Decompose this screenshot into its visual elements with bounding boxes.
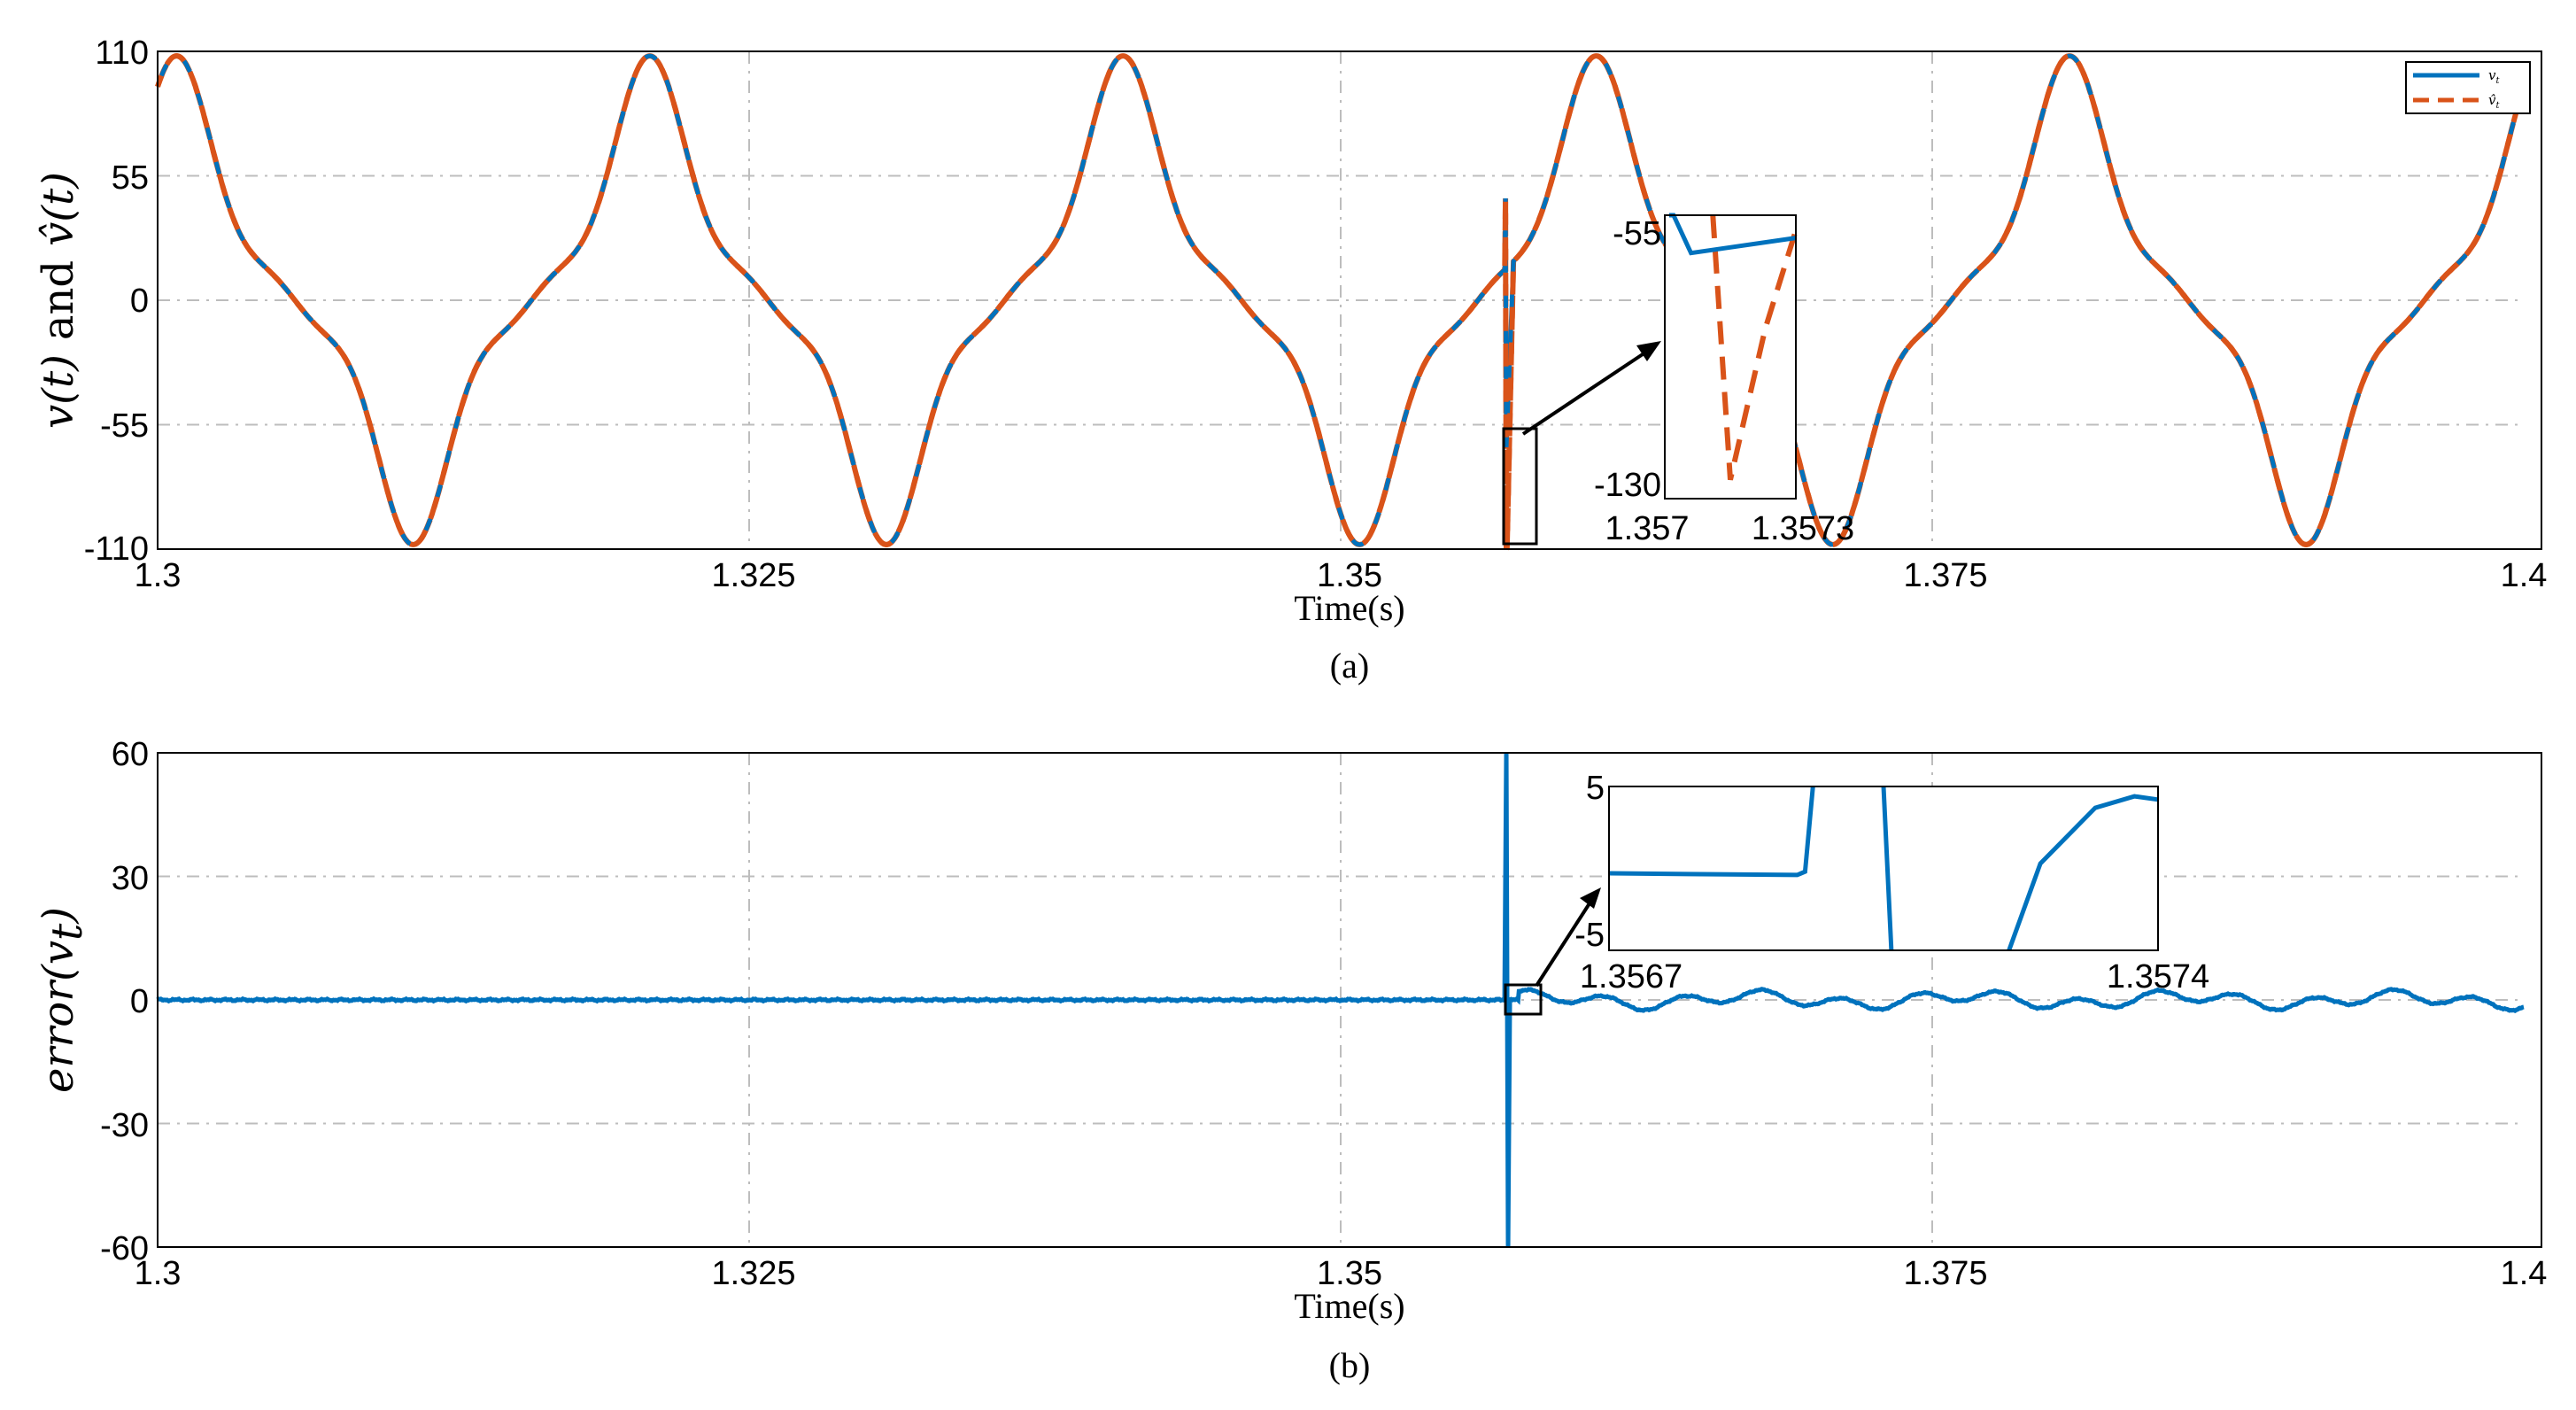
panel-a: 110 55 0 -55 -110 1.3 1.325 1.35 1.375 1… xyxy=(34,35,2547,686)
y-axis-title-v: v(t) xyxy=(34,354,83,429)
ytick-label: 60 xyxy=(112,736,149,773)
zoom-marker-box xyxy=(1502,427,1538,546)
legend: vt v̂t xyxy=(2405,61,2531,114)
x-axis-title: Time(s) xyxy=(1294,588,1404,628)
svg-text:error(vt): error(vt) xyxy=(34,907,92,1093)
panel-a-curves xyxy=(155,53,2526,551)
svg-text:v(t) and v̂(t): v(t) and v̂(t) xyxy=(34,172,83,429)
zoom-arrow-head xyxy=(1580,887,1601,909)
ytick-label: -110 xyxy=(84,531,149,568)
xtick-label: 1.325 xyxy=(711,1255,795,1292)
legend-label-vhat: v̂t xyxy=(2488,92,2500,111)
xtick-label: 1.3 xyxy=(135,1255,182,1292)
inset-b-frame xyxy=(1608,786,2159,951)
x-axis-title: Time(s) xyxy=(1294,1286,1404,1326)
inset-xtick-label: 1.3567 xyxy=(1580,958,1683,996)
inset-series-vhat-line xyxy=(1710,214,1799,481)
panel-b-grid xyxy=(158,753,2524,1247)
inset-series-error-line xyxy=(1608,786,2159,951)
y-axis-title: error(vt) xyxy=(34,907,92,1093)
xtick-label: 1.325 xyxy=(711,557,795,594)
legend-box xyxy=(2405,61,2531,114)
inset-a: -55 -130 1.357 1.3573 xyxy=(1594,213,1854,547)
panel-b: 60 30 0 -30 -60 1.3 1.325 1.35 1.375 1.4… xyxy=(34,736,2547,1385)
inset-ytick-label: -55 xyxy=(1613,215,1661,252)
series-v-line xyxy=(155,53,2526,547)
series-error-line xyxy=(156,752,2525,1248)
inset-xtick-label: 1.357 xyxy=(1605,510,1689,547)
zoom-arrow-head xyxy=(1636,341,1661,361)
inset-ytick-label: -5 xyxy=(1574,917,1605,954)
panel-caption: (a) xyxy=(1330,646,1369,686)
panel-caption: (b) xyxy=(1329,1345,1371,1385)
xtick-label: 1.35 xyxy=(1317,1255,1382,1292)
ytick-label: 0 xyxy=(130,283,149,320)
ytick-label: -60 xyxy=(100,1230,149,1267)
inset-ytick-label: 5 xyxy=(1586,770,1605,807)
ytick-label: -55 xyxy=(100,407,149,445)
inset-xtick-label: 1.3574 xyxy=(2107,958,2209,996)
panel-b-frame xyxy=(157,752,2542,1248)
xtick-label: 1.4 xyxy=(2501,1255,2548,1292)
panel-a-plot-area xyxy=(158,51,2541,549)
xtick-label: 1.3 xyxy=(135,557,182,594)
inset-b: 5 -5 1.3567 1.3574 xyxy=(1574,770,2209,996)
ytick-label: 0 xyxy=(130,983,149,1020)
inset-xtick-label: 1.3573 xyxy=(1752,510,1854,547)
y-axis-title-and: and xyxy=(34,260,83,340)
y-axis-title: v(t) and v̂(t) xyxy=(34,172,83,429)
inset-ytick-label: -130 xyxy=(1594,467,1661,504)
panel-a-frame xyxy=(157,50,2542,550)
zoom-arrow xyxy=(1535,902,1591,988)
xtick-label: 1.375 xyxy=(1903,1255,1987,1292)
ytick-label: 30 xyxy=(112,860,149,897)
legend-label-v: vt xyxy=(2488,67,2500,86)
y-axis-title-vhat: v̂(t) xyxy=(34,172,83,246)
zoom-arrow xyxy=(1521,351,1647,436)
panel-a-grid xyxy=(158,51,2524,549)
xtick-label: 1.4 xyxy=(2501,557,2548,594)
ytick-label: -30 xyxy=(100,1107,149,1144)
inset-a-background xyxy=(1665,215,1796,499)
zoom-marker-box xyxy=(1504,983,1543,1016)
xtick-label: 1.375 xyxy=(1903,557,1987,594)
inset-a-frame xyxy=(1664,214,1797,500)
ytick-label: 55 xyxy=(112,159,149,197)
xtick-label: 1.35 xyxy=(1317,557,1382,594)
ytick-label: 110 xyxy=(95,35,149,72)
